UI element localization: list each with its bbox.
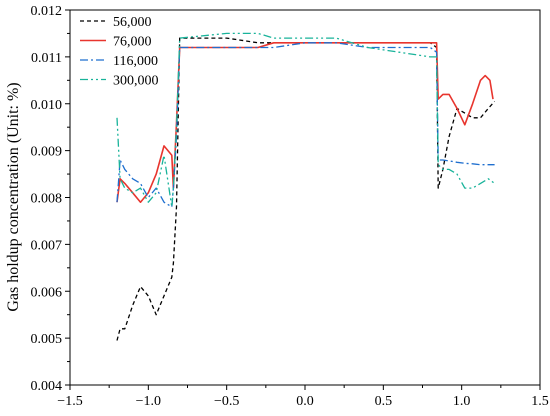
y-tick-label: 0.012 [31,4,63,19]
series-line [116,42,495,208]
plot-area [69,9,541,386]
y-tick-label: 0.011 [31,51,62,66]
series-line [116,32,495,208]
legend: 56,000 76,000 116,000 300,000 [80,15,159,89]
y-tick-label: 0.006 [31,285,63,300]
x-tick-label: −1.5 [57,394,82,409]
x-tick-label: 0.5 [375,394,393,409]
legend-label: 116,000 [113,54,158,69]
legend-label: 76,000 [113,35,152,50]
y-tick-label: 0.004 [31,379,63,394]
y-axis-label: Gas holdup concentration (Unit: %) [5,82,22,311]
y-tick-label: 0.007 [31,238,63,253]
x-tick-label: 1.0 [453,394,471,409]
x-tick-label: −0.5 [214,394,239,409]
legend-label: 300,000 [113,74,159,89]
x-axis: −1.5 −1.0 −0.5 0.0 0.5 1.0 1.5 [57,385,549,409]
y-tick-label: 0.010 [31,98,63,113]
x-tick-label: −1.0 [136,394,161,409]
series-layer [116,32,496,341]
x-tick-label: 1.5 [531,394,549,409]
y-axis: 0.004 0.005 0.006 0.007 0.008 0.009 0.010 0.011… [31,4,70,394]
x-tick-label: 0.0 [296,394,314,409]
series-line [116,41,494,203]
y-tick-label: 0.005 [31,332,63,347]
y-tick-label: 0.008 [31,192,63,207]
y-tick-label: 0.009 [31,145,63,160]
legend-label: 56,000 [113,15,152,30]
